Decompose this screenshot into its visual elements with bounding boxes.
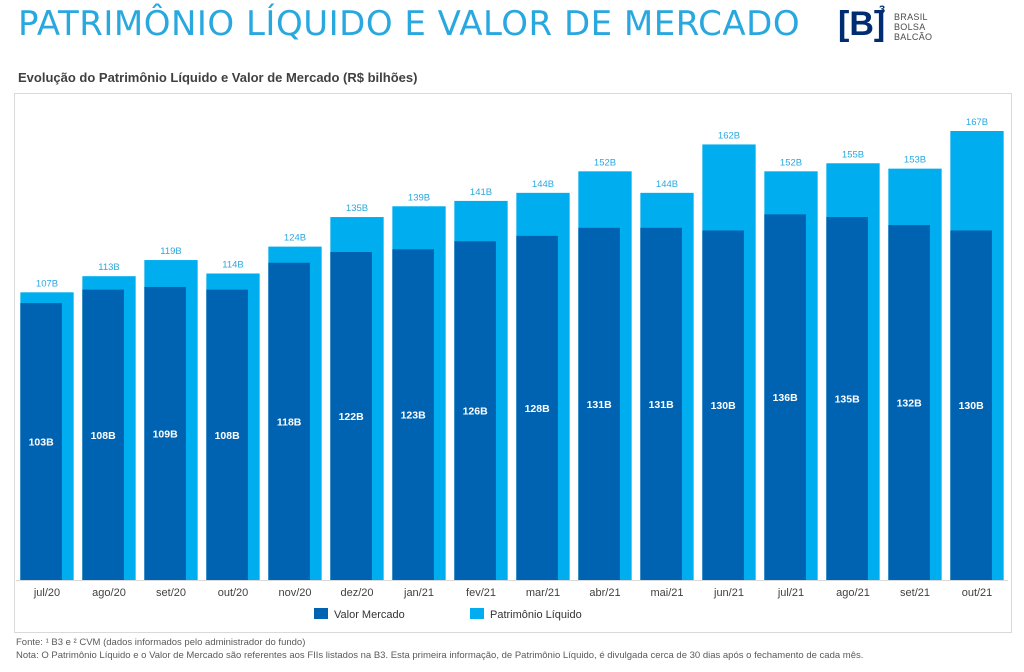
logo-line-3: BALCÃO	[894, 32, 933, 42]
footnote-note: Nota: O Patrimônio Líquido e o Valor de …	[16, 650, 864, 661]
bar-valor-mercado	[20, 303, 62, 580]
legend-swatch-valor-mercado	[314, 608, 328, 619]
x-tick-label: fev/21	[466, 587, 496, 599]
data-label-patrimonio-liquido: 141B	[470, 187, 492, 198]
logo-mark: [B]	[838, 5, 886, 43]
data-label-patrimonio-liquido: 153B	[904, 155, 926, 166]
page-title: PATRIMÔNIO LÍQUIDO E VALOR DE MERCADO	[18, 4, 801, 44]
legend-label-patrimonio-liquido: Patrimônio Líquido	[490, 609, 582, 621]
legend-swatch-patrimonio-liquido	[470, 608, 484, 619]
bar-valor-mercado	[82, 289, 124, 580]
data-label-patrimonio-liquido: 162B	[718, 130, 740, 141]
data-label-patrimonio-liquido: 139B	[408, 192, 430, 203]
x-tick-label: abr/21	[589, 587, 620, 599]
bar-valor-mercado	[764, 214, 806, 581]
x-tick-label: jul/21	[777, 587, 804, 599]
data-label-patrimonio-liquido: 124B	[284, 233, 306, 244]
data-label-valor-mercado: 123B	[401, 410, 427, 422]
data-label-valor-mercado: 122B	[339, 411, 365, 423]
logo-words: BRASIL BOLSA BALCÃO	[894, 12, 932, 42]
chart-subtitle: Evolução do Patrimônio Líquido e Valor d…	[18, 70, 418, 85]
x-tick-label: jun/21	[713, 587, 744, 599]
x-tick-label: jan/21	[403, 587, 434, 599]
logo-line-2: BOLSA	[894, 22, 926, 32]
legend-label-valor-mercado: Valor Mercado	[334, 609, 405, 621]
data-label-valor-mercado: 131B	[587, 399, 613, 411]
bar-valor-mercado	[640, 227, 682, 581]
bar-valor-mercado	[702, 230, 744, 580]
x-tick-label: ago/21	[836, 587, 870, 599]
x-tick-label: dez/20	[340, 587, 373, 599]
bar-valor-mercado	[144, 286, 186, 580]
bar-valor-mercado	[454, 241, 496, 581]
x-tick-label: out/21	[962, 587, 993, 599]
data-label-valor-mercado: 126B	[463, 406, 489, 418]
legend-item-patrimonio-liquido: Patrimônio Líquido	[470, 608, 582, 621]
bar-valor-mercado	[950, 230, 992, 580]
x-tick-label: jul/20	[33, 587, 60, 599]
data-label-valor-mercado: 103B	[29, 437, 55, 449]
data-label-patrimonio-liquido: 167B	[966, 117, 988, 128]
data-label-valor-mercado: 109B	[153, 428, 179, 440]
footnote-source: Fonte: ¹ B3 e ² CVM (dados informados pe…	[16, 637, 306, 648]
data-label-patrimonio-liquido: 135B	[346, 203, 368, 214]
data-label-valor-mercado: 108B	[215, 430, 241, 442]
bar-valor-mercado	[888, 225, 930, 580]
data-label-patrimonio-liquido: 152B	[594, 157, 616, 168]
data-label-patrimonio-liquido: 119B	[160, 246, 181, 257]
x-tick-label: set/20	[156, 587, 186, 599]
data-label-patrimonio-liquido: 113B	[98, 262, 119, 273]
data-label-patrimonio-liquido: 144B	[532, 179, 554, 190]
data-label-patrimonio-liquido: 114B	[222, 259, 243, 270]
data-label-patrimonio-liquido: 107B	[36, 278, 58, 289]
data-label-valor-mercado: 118B	[277, 416, 302, 428]
logo-line-1: BRASIL	[894, 12, 928, 22]
data-label-valor-mercado: 130B	[711, 400, 737, 412]
data-label-valor-mercado: 128B	[525, 403, 551, 415]
bar-valor-mercado	[392, 249, 434, 580]
footnote: Fonte: ¹ B3 e ² CVM (dados informados pe…	[16, 636, 863, 662]
x-tick-label: out/20	[218, 587, 249, 599]
x-tick-label: ago/20	[92, 587, 126, 599]
bar-valor-mercado	[578, 227, 620, 581]
data-label-valor-mercado: 131B	[649, 399, 675, 411]
data-label-valor-mercado: 108B	[91, 430, 117, 442]
bar-valor-mercado	[268, 262, 310, 580]
data-label-valor-mercado: 136B	[773, 392, 799, 404]
data-label-valor-mercado: 132B	[897, 398, 923, 410]
data-label-patrimonio-liquido: 155B	[842, 149, 864, 160]
x-tick-label: mar/21	[526, 587, 560, 599]
bar-valor-mercado	[206, 289, 248, 580]
x-tick-label: mai/21	[650, 587, 683, 599]
logo-superscript: 3	[879, 4, 886, 16]
legend-item-valor-mercado: Valor Mercado	[314, 608, 405, 621]
bar-valor-mercado	[826, 217, 868, 580]
bar-valor-mercado	[516, 235, 558, 580]
x-tick-label: nov/20	[278, 587, 311, 599]
b3-logo: [B] 3 BRASIL BOLSA BALCÃO	[838, 4, 958, 48]
bar-valor-mercado	[330, 251, 372, 580]
data-label-valor-mercado: 130B	[959, 400, 985, 412]
data-label-patrimonio-liquido: 152B	[780, 157, 802, 168]
x-tick-label: set/21	[900, 587, 930, 599]
data-label-patrimonio-liquido: 144B	[656, 179, 678, 190]
data-label-valor-mercado: 135B	[835, 394, 861, 406]
